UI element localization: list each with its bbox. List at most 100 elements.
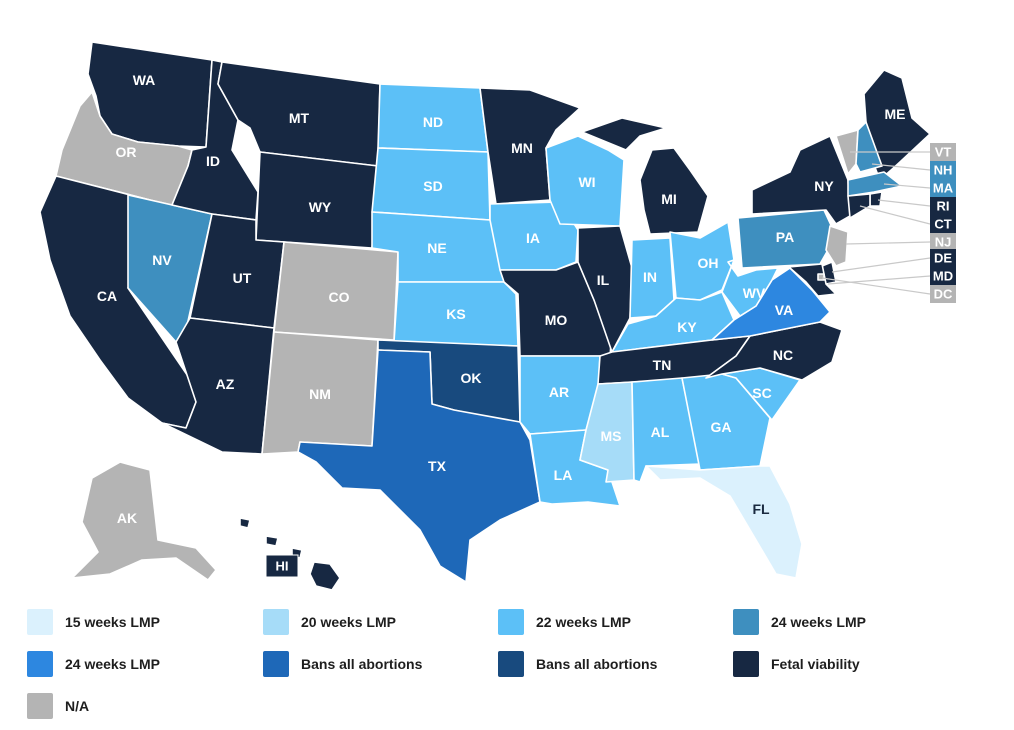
us-map-svg: WA OR CA NV ID MT WY UT AZ CO NM ND SD N… <box>39 41 956 591</box>
label-sd: SD <box>423 178 442 194</box>
label-oh: OH <box>698 255 719 271</box>
callout-box-ct <box>930 215 956 233</box>
legend-swatch <box>498 651 524 677</box>
callout-label-vt: VT <box>935 145 952 160</box>
label-nd: ND <box>423 114 443 130</box>
callout-box-dc <box>930 285 956 303</box>
label-tx: TX <box>428 458 447 474</box>
label-or: OR <box>116 144 137 160</box>
label-nc: NC <box>773 347 793 363</box>
callout-label-md: MD <box>933 269 953 284</box>
label-il: IL <box>597 272 610 288</box>
callout-box-ma <box>930 179 956 197</box>
callout-box-hi <box>265 554 299 578</box>
legend-swatch <box>733 609 759 635</box>
state-wv[interactable] <box>721 259 779 317</box>
legend-label: Bans all abortions <box>536 656 658 672</box>
state-nj[interactable] <box>825 225 849 267</box>
state-ny[interactable] <box>751 135 851 225</box>
label-id: ID <box>206 153 220 169</box>
label-mt: MT <box>289 110 310 126</box>
label-sc: SC <box>752 385 771 401</box>
callout-box-ri <box>930 197 956 215</box>
state-ks[interactable] <box>393 281 519 347</box>
label-wv: WV <box>743 285 766 301</box>
label-tn: TN <box>653 357 672 373</box>
legend-swatch <box>733 651 759 677</box>
label-wa: WA <box>133 72 156 88</box>
legend-item: 20 weeks LMP <box>263 609 396 635</box>
label-wi: WI <box>578 174 595 190</box>
label-va: VA <box>775 302 793 318</box>
legend-label: 24 weeks LMP <box>771 614 866 630</box>
label-nv: NV <box>152 252 172 268</box>
label-me: ME <box>885 106 906 122</box>
callout-label-nh: NH <box>934 163 953 178</box>
legend-swatch <box>27 693 53 719</box>
state-ri[interactable] <box>869 191 883 207</box>
legend-item: N/A <box>27 693 89 719</box>
state-ct[interactable] <box>847 193 871 219</box>
legend-label: Bans all abortions <box>301 656 423 672</box>
callout-label-de: DE <box>934 251 952 266</box>
label-ga: GA <box>711 419 732 435</box>
legend-swatch <box>27 651 53 677</box>
state-wi[interactable] <box>545 135 625 227</box>
state-fl[interactable] <box>645 465 803 579</box>
state-dc[interactable] <box>817 273 825 281</box>
callout-box-nj <box>930 233 956 251</box>
label-ms: MS <box>601 428 622 444</box>
callout-label-ri: RI <box>937 199 950 214</box>
state-nh[interactable] <box>855 121 883 173</box>
label-in: IN <box>643 269 657 285</box>
legend-item: Bans all abortions <box>263 651 422 677</box>
label-co: CO <box>329 289 350 305</box>
label-mn: MN <box>511 140 533 156</box>
label-az: AZ <box>216 376 235 392</box>
label-ar: AR <box>549 384 569 400</box>
label-pa: PA <box>776 229 794 245</box>
state-shapes <box>39 41 931 591</box>
legend-item: 24 weeks LMP <box>27 651 160 677</box>
state-tx[interactable] <box>297 349 541 583</box>
legend-swatch <box>27 609 53 635</box>
legend-label: N/A <box>65 698 90 714</box>
callout-box-md <box>930 267 956 285</box>
state-nc[interactable] <box>705 321 843 381</box>
state-mi[interactable] <box>581 117 709 235</box>
state-ak[interactable] <box>71 461 217 581</box>
state-labels: WA OR CA NV ID MT WY UT AZ CO NM ND SD N… <box>97 72 906 526</box>
callout-label-ct: CT <box>934 217 951 232</box>
label-al: AL <box>651 424 670 440</box>
callout-box-de <box>930 249 956 267</box>
callout-label-nj: NJ <box>935 235 952 250</box>
legend-swatch <box>263 609 289 635</box>
label-ne: NE <box>427 240 446 256</box>
legend-label: 20 weeks LMP <box>301 614 396 630</box>
label-mi: MI <box>661 191 677 207</box>
legend-item: Bans all abortions <box>498 651 657 677</box>
label-ut: UT <box>233 270 252 286</box>
legend-label: 22 weeks LMP <box>536 614 631 630</box>
label-wy: WY <box>309 199 332 215</box>
legend-label: 15 weeks LMP <box>65 614 160 630</box>
legend-item: 15 weeks LMP <box>27 609 160 635</box>
legend: 15 weeks LMP 20 weeks LMP 22 weeks LMP 2… <box>27 609 987 724</box>
label-nm: NM <box>309 386 331 402</box>
callout-label-ma: MA <box>933 181 954 196</box>
label-mo: MO <box>545 312 568 328</box>
callout-label-hi: HI <box>276 559 289 574</box>
legend-label: 24 weeks LMP <box>65 656 160 672</box>
legend-item: 22 weeks LMP <box>498 609 631 635</box>
legend-item: 24 weeks LMP <box>733 609 866 635</box>
callout-box-nh <box>930 161 956 179</box>
state-ma[interactable] <box>847 171 903 197</box>
label-ia: IA <box>526 230 540 246</box>
state-hi[interactable] <box>239 517 341 591</box>
legend-label: Fetal viability <box>771 656 860 672</box>
label-la: LA <box>554 467 573 483</box>
state-md[interactable] <box>777 263 837 297</box>
label-ny: NY <box>814 178 834 194</box>
label-ak: AK <box>117 510 137 526</box>
